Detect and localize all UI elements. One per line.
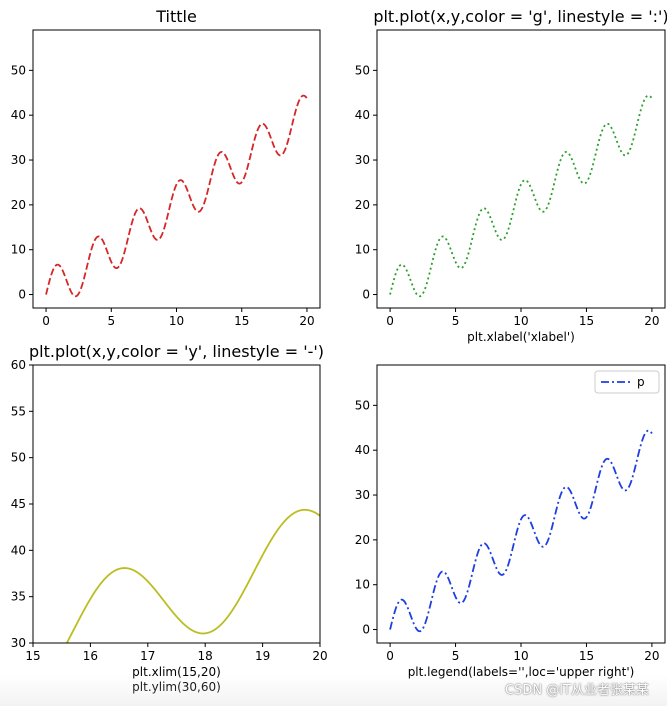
x-tick-label: 20 <box>312 649 327 663</box>
legend-label: p <box>637 375 645 389</box>
bottom-fade <box>0 674 667 706</box>
y-tick-label: 55 <box>11 404 26 418</box>
x-tick-label: 20 <box>644 649 659 663</box>
x-axis-label: plt.xlabel('xlabel') <box>467 330 575 344</box>
x-tick-label: 16 <box>83 649 98 663</box>
chart-title: plt.plot(x,y,color = 'g', linestyle = ':… <box>373 7 667 26</box>
y-tick-label: 0 <box>18 288 26 302</box>
y-tick-label: 30 <box>355 488 370 502</box>
x-tick-label: 5 <box>452 314 460 328</box>
y-tick-label: 20 <box>355 533 370 547</box>
y-tick-label: 30 <box>355 153 370 167</box>
y-tick-label: 30 <box>11 636 26 650</box>
x-tick-label: 15 <box>579 649 594 663</box>
subplot-bl: plt.plot(x,y,color = 'y', linestyle = '-… <box>11 342 328 694</box>
y-tick-label: 60 <box>11 358 26 372</box>
x-tick-label: 0 <box>386 649 394 663</box>
series-line-0 <box>65 508 320 643</box>
x-tick-label: 20 <box>299 314 314 328</box>
y-tick-label: 40 <box>355 443 370 457</box>
y-tick-label: 20 <box>355 198 370 212</box>
y-tick-label: 50 <box>355 63 370 77</box>
x-tick-label: 20 <box>644 314 659 328</box>
y-tick-label: 10 <box>355 243 370 257</box>
axes-frame <box>32 364 321 644</box>
y-tick-label: 0 <box>362 288 370 302</box>
y-tick-label: 50 <box>355 398 370 412</box>
series-line-0 <box>45 94 308 298</box>
axes-frame <box>376 29 666 309</box>
subplot-tl: Tittle 0 5 10 15 20 0 10 20 30 40 50 <box>11 7 321 328</box>
x-tick-label: 10 <box>513 649 528 663</box>
x-tick-label: 15 <box>234 314 249 328</box>
y-tick-label: 0 <box>362 623 370 637</box>
x-tick-label: 10 <box>169 314 184 328</box>
chart-title: Tittle <box>155 7 197 26</box>
x-tick-label: 19 <box>255 649 270 663</box>
x-axis-label: plt.xlim(15,20) <box>132 665 221 679</box>
x-tick-label: 15 <box>25 649 40 663</box>
y-tick-label: 40 <box>11 543 26 557</box>
x-tick-label: 15 <box>579 314 594 328</box>
subplot-tr: plt.plot(x,y,color = 'g', linestyle = ':… <box>355 7 667 344</box>
y-tick-label: 50 <box>11 63 26 77</box>
x-tick-label: 10 <box>513 314 528 328</box>
subplot-br: 0 5 10 15 20 0 10 20 30 40 50 plt.legend(labels='',… <box>355 364 666 679</box>
y-tick-label: 45 <box>11 497 26 511</box>
series-line-0 <box>389 94 653 298</box>
y-tick-label: 40 <box>11 108 26 122</box>
watermark: CSDN @IT从业者张某某 <box>505 683 649 698</box>
legend: p <box>594 370 660 394</box>
y-tick-label: 20 <box>11 198 26 212</box>
y-tick-label: 50 <box>11 451 26 465</box>
x-tick-label: 18 <box>198 649 213 663</box>
x-tick-label: 5 <box>452 649 460 663</box>
x-axis-label: plt.legend(labels='',loc='upper right') <box>408 665 635 679</box>
y-tick-label: 10 <box>355 578 370 592</box>
y-tick-label: 40 <box>355 108 370 122</box>
y-tick-label: 35 <box>11 590 26 604</box>
legend-box <box>594 370 660 394</box>
y-tick-label: 30 <box>11 153 26 167</box>
y-tick-label: 10 <box>11 243 26 257</box>
series-line-p <box>389 429 653 633</box>
x-tick-label: 5 <box>107 314 115 328</box>
chart-title: plt.plot(x,y,color = 'y', linestyle = '-… <box>29 342 324 361</box>
axes-frame <box>32 29 321 309</box>
x-tick-label: 0 <box>42 314 50 328</box>
x-axis-label-second: plt.ylim(30,60) <box>132 680 221 694</box>
axes-frame <box>376 364 666 644</box>
x-tick-label: 17 <box>140 649 155 663</box>
x-tick-label: 0 <box>386 314 394 328</box>
